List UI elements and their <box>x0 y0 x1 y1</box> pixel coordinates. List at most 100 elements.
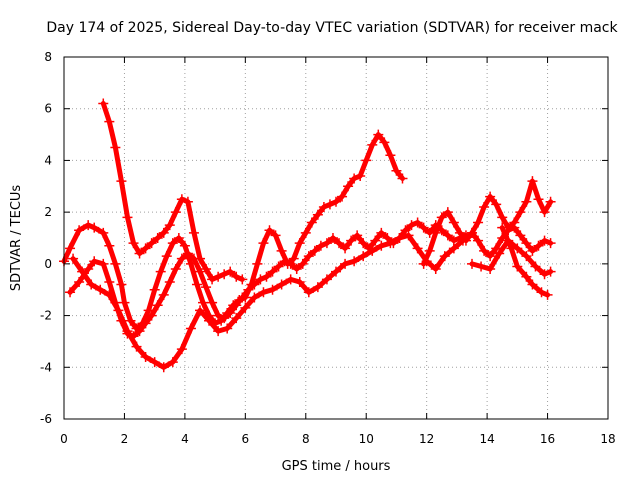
data-point <box>294 276 305 287</box>
data-point <box>146 238 157 249</box>
data-point <box>379 137 390 148</box>
x-tick-label: 10 <box>359 432 374 446</box>
data-point <box>98 258 109 269</box>
data-point <box>340 243 351 254</box>
data-point <box>400 225 411 236</box>
data-point <box>258 238 269 249</box>
data-point <box>545 266 556 277</box>
data-point <box>74 225 85 236</box>
data-point <box>176 253 187 264</box>
data-point <box>237 274 248 285</box>
data-point <box>276 279 287 290</box>
x-tick-label: 12 <box>419 432 434 446</box>
data-point <box>309 245 320 256</box>
data-point <box>442 230 453 241</box>
data-point <box>140 318 151 329</box>
data-point <box>340 258 351 269</box>
series-line <box>70 232 466 370</box>
plot-frame <box>63 56 609 420</box>
data-point <box>358 251 369 262</box>
data-point <box>533 194 544 205</box>
data-point <box>530 261 541 272</box>
x-tick-label: 16 <box>540 432 555 446</box>
data-point <box>343 181 354 192</box>
series-line <box>469 225 554 259</box>
data-point <box>264 225 275 236</box>
data-point <box>318 201 329 212</box>
data-point <box>155 266 166 277</box>
data-point <box>267 284 278 295</box>
data-point <box>252 258 263 269</box>
data-point <box>104 240 115 251</box>
data-point <box>391 165 402 176</box>
data-point <box>179 240 190 251</box>
data-point <box>158 227 169 238</box>
data-point <box>373 129 384 140</box>
data-point <box>324 199 335 210</box>
data-point <box>149 357 160 368</box>
data-point <box>376 227 387 238</box>
data-point <box>521 196 532 207</box>
data-point <box>231 300 242 311</box>
data-point <box>312 282 323 293</box>
data-point <box>418 258 429 269</box>
data-point <box>164 220 175 231</box>
data-point <box>122 212 133 223</box>
data-point <box>104 276 115 287</box>
data-point <box>430 264 441 275</box>
data-point <box>370 235 381 246</box>
data-point <box>125 315 136 326</box>
data-point <box>473 235 484 246</box>
data-point <box>367 245 378 256</box>
series-line <box>421 178 554 267</box>
data-point <box>497 222 508 233</box>
data-point <box>382 233 393 243</box>
data-point <box>188 253 199 264</box>
data-point <box>240 302 251 313</box>
data-point <box>448 243 459 254</box>
x-axis-ticks: 0 2 4 6 8 10 12 14 16 18 <box>60 57 616 446</box>
data-point <box>249 279 260 290</box>
data-point <box>294 238 305 249</box>
data-point <box>485 264 496 275</box>
y-tick-label: 8 <box>44 50 52 64</box>
x-tick-label: 4 <box>181 432 189 446</box>
series-track-a <box>98 98 248 285</box>
data-point <box>331 266 341 277</box>
data-point <box>349 173 360 184</box>
data-point <box>321 274 332 285</box>
x-axis-label: GPS time / hours <box>282 459 391 474</box>
data-point <box>249 292 260 303</box>
data-point <box>222 323 233 334</box>
data-point <box>315 240 326 251</box>
data-point <box>201 282 212 293</box>
y-tick-label: 6 <box>44 102 52 116</box>
y-axis-ticks: -6 -4 -2 0 2 4 6 8 <box>40 50 608 426</box>
data-point <box>173 233 184 243</box>
data-point <box>394 233 405 243</box>
series-track-d <box>68 230 468 373</box>
x-tick-label: 18 <box>600 432 615 446</box>
data-point <box>306 217 317 228</box>
data-point <box>152 233 163 243</box>
data-point <box>65 243 76 254</box>
y-tick-label: -2 <box>40 309 52 323</box>
data-point <box>515 230 526 241</box>
data-point <box>243 284 254 295</box>
data-point <box>204 315 215 326</box>
data-point <box>83 264 94 275</box>
data-point <box>334 238 345 249</box>
data-point <box>424 245 435 256</box>
data-point <box>545 238 556 249</box>
y-tick-label: -4 <box>40 360 52 374</box>
data-point <box>213 326 224 337</box>
data-point <box>213 271 224 282</box>
data-point <box>539 207 550 218</box>
data-point <box>527 176 538 187</box>
y-tick-label: 0 <box>44 257 52 271</box>
data-point <box>83 220 94 231</box>
data-point <box>89 222 100 233</box>
data-point <box>152 300 163 311</box>
data-point <box>515 207 526 218</box>
data-point <box>331 196 341 207</box>
